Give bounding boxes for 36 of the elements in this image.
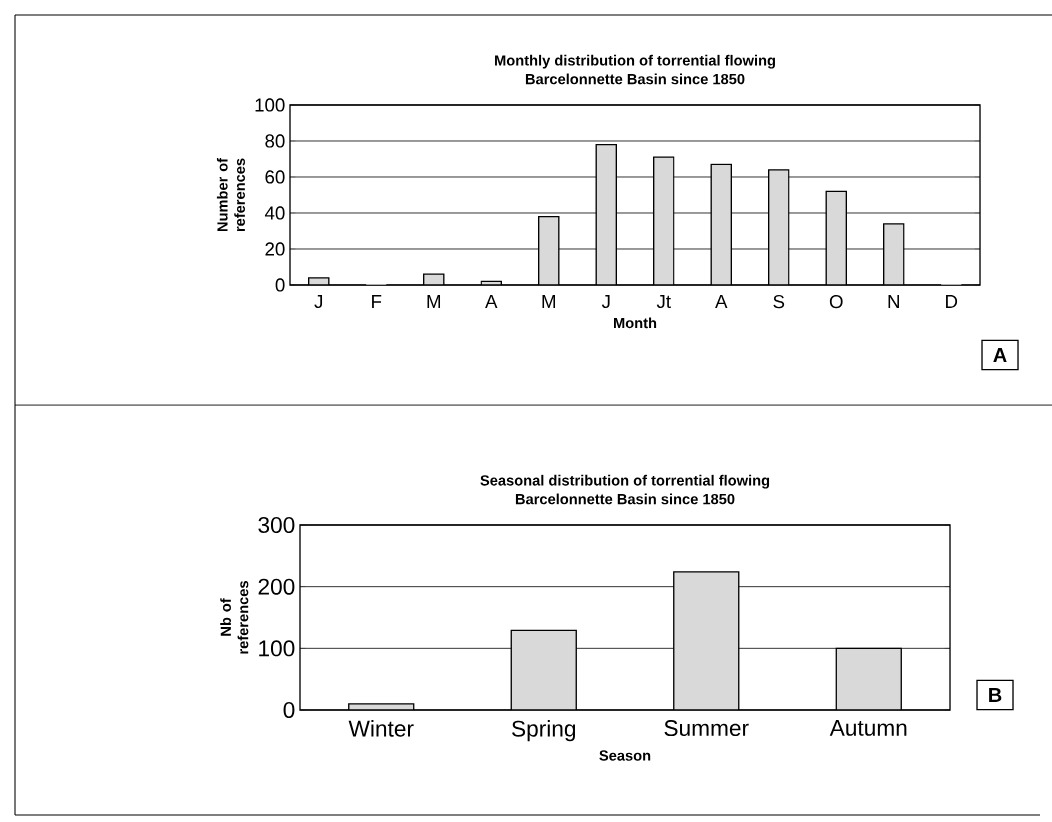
y-tick-label: 60 bbox=[265, 170, 285, 184]
y-tick-label: 100 bbox=[259, 640, 295, 657]
x-axis-title: Month bbox=[614, 317, 657, 329]
y-tick-label: 20 bbox=[265, 242, 285, 256]
x-tick-label: Spring bbox=[512, 720, 576, 742]
y-tick-label: 200 bbox=[258, 578, 295, 595]
y-tick-label: 0 bbox=[283, 701, 295, 719]
x-tick-label: F bbox=[372, 295, 382, 308]
y-tick-label: 300 bbox=[258, 516, 295, 534]
chart-subtitle: Barcelonnette Basin since 1850 bbox=[515, 493, 735, 505]
y-tick-label: 80 bbox=[265, 134, 285, 148]
text: B bbox=[989, 688, 1002, 702]
text: A bbox=[993, 348, 1007, 362]
x-tick-label: D bbox=[946, 295, 958, 308]
y-tick-label: 100 bbox=[255, 98, 285, 112]
y-tick-label: 40 bbox=[264, 206, 285, 220]
x-tick-label: Summer bbox=[664, 720, 749, 737]
x-tick-label: M bbox=[542, 295, 556, 308]
y-axis-title: Number of references bbox=[216, 157, 245, 232]
x-tick-label: O bbox=[829, 295, 843, 309]
x-tick-label: Autumn bbox=[829, 720, 907, 736]
x-tick-label: M bbox=[427, 295, 441, 308]
y-tick-label: 0 bbox=[275, 278, 285, 292]
chart-title: Monthly distribution of torrential flowing bbox=[495, 54, 775, 69]
x-tick-label: A bbox=[485, 295, 498, 308]
x-tick-label: J bbox=[601, 295, 610, 309]
x-tick-label: Jt bbox=[656, 295, 671, 309]
x-axis-title: Season bbox=[599, 750, 651, 761]
chart-subtitle: Barcelonnette Basin since 1850 bbox=[525, 73, 745, 85]
x-tick-label: J bbox=[314, 295, 323, 309]
x-tick-label: N bbox=[888, 295, 899, 308]
y-axis-title: Nb of references bbox=[220, 581, 249, 654]
chart-title: Seasonal distribution of torrential flowing bbox=[480, 474, 770, 489]
x-tick-label: Winter bbox=[348, 720, 414, 737]
x-tick-label: S bbox=[773, 295, 785, 309]
x-tick-label: A bbox=[715, 295, 728, 308]
